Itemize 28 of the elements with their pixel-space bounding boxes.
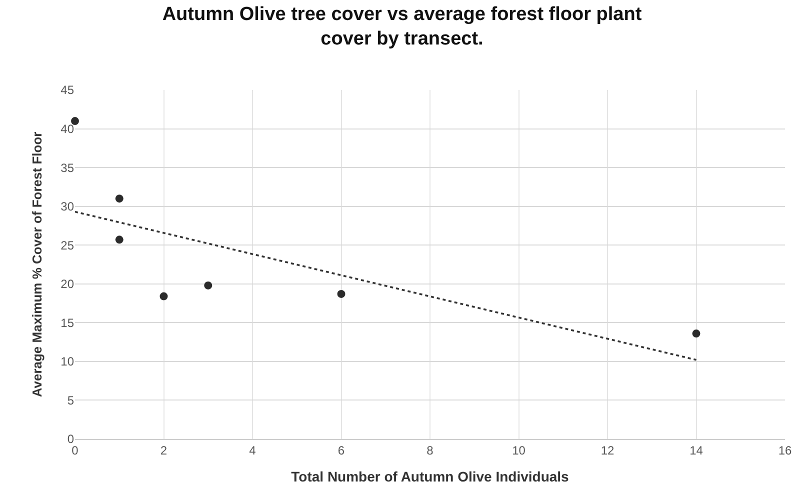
y-tick-label: 15: [60, 316, 74, 330]
point: [204, 281, 212, 290]
x-tick-label: 4: [249, 443, 256, 458]
point: [692, 330, 700, 338]
x-tick-label: 16: [778, 443, 792, 458]
point: [115, 236, 124, 244]
point: [337, 290, 346, 298]
y-axis-title: Average Maximum % Cover of Forest Floor: [30, 132, 45, 398]
point: [71, 117, 79, 126]
y-tick-label: 5: [67, 393, 74, 408]
chart-title: Autumn Olive tree cover vs average forest floor plant cover by transect.: [162, 4, 642, 50]
y-tick-label: 30: [60, 200, 74, 214]
x-tick-label: 8: [426, 443, 434, 458]
point: [115, 194, 124, 203]
y-tick-label: 20: [60, 277, 74, 292]
y-tick-label: 45: [60, 83, 74, 98]
x-tick-label: 6: [338, 443, 345, 458]
x-tick-label: 14: [690, 443, 704, 458]
y-tick-label: 40: [60, 122, 74, 136]
x-tick-label: 10: [512, 443, 526, 458]
point: [160, 292, 168, 300]
y-tick-label: 10: [60, 354, 74, 369]
x-axis-title: Total Number of Autumn Olive Individuals: [291, 468, 570, 485]
x-tick-label: 2: [160, 443, 168, 458]
y-tick-label: 0: [67, 432, 74, 446]
x-tick-label: 12: [600, 443, 614, 458]
y-tick-label: 25: [60, 238, 74, 252]
y-tick-label: 35: [60, 160, 74, 175]
